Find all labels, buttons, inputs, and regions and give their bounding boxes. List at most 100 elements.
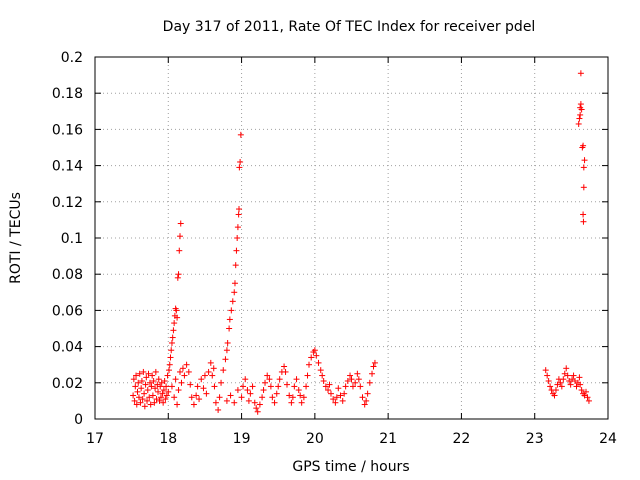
data-point: [580, 184, 587, 191]
data-point: [157, 394, 164, 401]
data-point: [348, 376, 355, 383]
data-point: [563, 365, 570, 372]
data-point: [349, 383, 356, 390]
x-tick-label: 21: [379, 431, 397, 447]
data-point: [162, 396, 169, 403]
data-point: [363, 397, 370, 404]
data-point: [224, 339, 231, 346]
data-point: [319, 372, 326, 379]
data-point: [544, 372, 551, 379]
data-point: [344, 377, 351, 384]
data-point: [575, 120, 582, 127]
data-point: [174, 314, 181, 321]
data-point: [222, 356, 229, 363]
data-point: [247, 390, 254, 397]
data-point: [327, 390, 334, 397]
data-point: [164, 372, 171, 379]
data-point: [564, 372, 571, 379]
data-point: [171, 394, 178, 401]
data-point: [198, 376, 205, 383]
data-point: [140, 368, 147, 375]
y-axis-tick-labels: 0 0.02 0.04 0.06 0.08 0.1 0.12 0.14 0.16 0.18 0.2: [52, 50, 83, 428]
data-point: [262, 379, 269, 386]
y-tick-label: 0.04: [52, 340, 83, 356]
data-point: [577, 101, 584, 108]
data-point: [134, 388, 141, 395]
data-point: [166, 367, 173, 374]
y-tick-label: 0.12: [52, 195, 83, 211]
data-point: [227, 392, 234, 399]
data-point: [253, 405, 260, 412]
data-point: [286, 392, 293, 399]
data-point: [237, 131, 244, 138]
data-point: [144, 387, 151, 394]
data-point: [580, 142, 587, 149]
data-point: [149, 392, 156, 399]
data-point: [135, 379, 142, 386]
data-point: [163, 392, 170, 399]
data-point: [175, 387, 182, 394]
data-point: [220, 367, 227, 374]
data-point: [282, 368, 289, 375]
y-axis-label: ROTI / TECUs: [8, 192, 24, 284]
data-point: [542, 367, 549, 374]
data-point: [576, 115, 583, 122]
data-point: [226, 316, 233, 323]
data-point: [275, 383, 282, 390]
data-point: [142, 381, 149, 388]
y-tick-label: 0: [74, 412, 83, 428]
data-point: [235, 211, 242, 218]
data-point: [168, 339, 175, 346]
data-point: [584, 394, 591, 401]
data-point: [209, 372, 216, 379]
data-point: [581, 157, 588, 164]
data-point: [211, 383, 218, 390]
data-point: [136, 370, 143, 377]
data-point: [284, 381, 291, 388]
data-point: [580, 164, 587, 171]
data-point: [155, 388, 162, 395]
data-point: [194, 383, 201, 390]
data-point: [149, 372, 156, 379]
data-point: [347, 372, 354, 379]
x-tick-label: 22: [453, 431, 471, 447]
data-point: [567, 381, 574, 388]
data-point: [359, 394, 366, 401]
data-point: [229, 298, 236, 305]
data-point: [545, 377, 552, 384]
y-tick-label: 0.08: [52, 267, 83, 283]
data-point: [291, 383, 298, 390]
data-point: [288, 399, 295, 406]
data-points: [130, 70, 592, 415]
data-point: [138, 385, 145, 392]
data-point: [240, 383, 247, 390]
data-point: [231, 289, 238, 296]
data-point: [138, 377, 145, 384]
data-point: [578, 387, 585, 394]
data-point: [245, 397, 252, 404]
data-point: [361, 401, 368, 408]
data-point: [337, 392, 344, 399]
data-point: [273, 390, 280, 397]
data-point: [304, 372, 311, 379]
data-point: [196, 396, 203, 403]
data-point: [251, 399, 258, 406]
data-point: [167, 354, 174, 361]
data-point: [238, 394, 245, 401]
data-point: [203, 390, 210, 397]
data-point: [174, 401, 181, 408]
data-point: [267, 383, 274, 390]
data-point: [152, 368, 159, 375]
data-point: [168, 347, 175, 354]
data-point: [325, 387, 332, 394]
data-point: [297, 392, 304, 399]
data-point: [234, 224, 241, 231]
data-point: [560, 376, 567, 383]
chart-title: Day 317 of 2011, Rate Of TEC Index for r…: [163, 19, 536, 35]
data-point: [300, 394, 307, 401]
data-point: [242, 376, 249, 383]
data-point: [155, 376, 162, 383]
data-point: [330, 396, 337, 403]
data-point: [234, 235, 241, 241]
data-point: [190, 401, 197, 408]
